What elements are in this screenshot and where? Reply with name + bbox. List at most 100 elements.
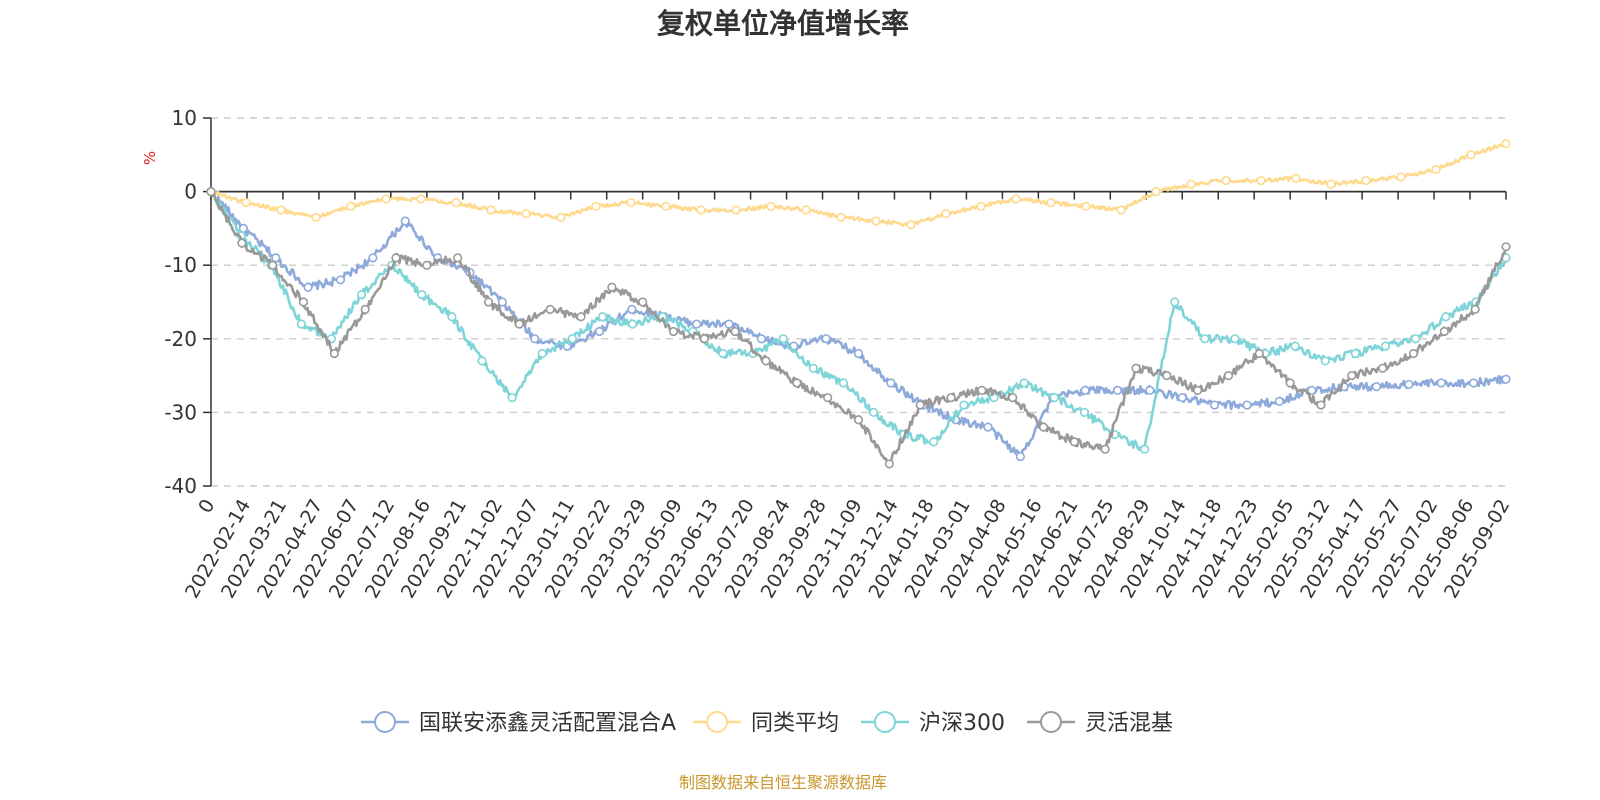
data-point bbox=[1411, 334, 1421, 344]
data-point bbox=[838, 378, 849, 388]
data-point bbox=[1221, 175, 1231, 186]
legend-label: 国联安添鑫灵活配置混合A bbox=[419, 711, 676, 736]
data-point bbox=[400, 216, 410, 226]
data-point bbox=[692, 319, 702, 329]
data-point bbox=[627, 304, 637, 314]
legend-label: 灵活混基 bbox=[1085, 711, 1173, 736]
data-point bbox=[761, 356, 771, 366]
y-axis-unit: % bbox=[141, 151, 159, 165]
data-point bbox=[556, 212, 566, 222]
data-point bbox=[1015, 451, 1025, 462]
data-point bbox=[477, 356, 487, 366]
data-point bbox=[1347, 371, 1357, 381]
legend-circle-icon bbox=[874, 711, 896, 733]
data-point bbox=[591, 201, 601, 211]
data-point bbox=[241, 198, 251, 208]
data-point bbox=[576, 312, 586, 322]
data-point bbox=[668, 326, 679, 337]
data-point bbox=[1011, 194, 1021, 204]
data-point bbox=[1439, 326, 1449, 337]
data-point bbox=[1404, 379, 1414, 390]
legend-circle-icon bbox=[374, 711, 396, 733]
data-point bbox=[268, 260, 278, 270]
data-point bbox=[1242, 400, 1252, 410]
data-point bbox=[1431, 164, 1441, 175]
data-point bbox=[1069, 437, 1079, 447]
series-2 bbox=[206, 187, 1511, 454]
data-point bbox=[530, 334, 540, 344]
data-point bbox=[628, 319, 638, 329]
data-point bbox=[1140, 444, 1150, 454]
legend-item-3[interactable]: 灵活混基 bbox=[1027, 711, 1173, 736]
series-layer bbox=[206, 139, 1511, 469]
data-point bbox=[1080, 385, 1090, 395]
legend-item-2[interactable]: 沪深300 bbox=[861, 711, 1005, 736]
data-point bbox=[451, 198, 461, 208]
data-point bbox=[1193, 385, 1203, 395]
y-tick-label: -10 bbox=[164, 253, 197, 277]
data-point bbox=[1371, 382, 1382, 392]
data-point bbox=[296, 319, 306, 329]
data-point bbox=[422, 260, 432, 270]
data-point bbox=[303, 282, 313, 292]
data-point bbox=[1145, 385, 1155, 395]
chart-title: 复权单位净值增长率 bbox=[657, 7, 909, 40]
data-point bbox=[497, 297, 507, 307]
data-point bbox=[1170, 297, 1180, 307]
data-point bbox=[1131, 363, 1141, 373]
y-tick-label: 0 bbox=[184, 180, 197, 204]
data-point bbox=[1285, 378, 1295, 388]
data-point bbox=[1038, 422, 1049, 432]
legend-label: 沪深300 bbox=[919, 711, 1005, 736]
data-point bbox=[661, 201, 671, 211]
data-point bbox=[311, 212, 321, 222]
data-point bbox=[821, 334, 831, 344]
data-point bbox=[1019, 378, 1029, 388]
data-point bbox=[756, 334, 766, 344]
y-tick-label: -30 bbox=[164, 400, 197, 424]
data-point bbox=[356, 290, 367, 300]
data-point bbox=[977, 385, 987, 395]
data-point bbox=[766, 201, 776, 211]
data-point bbox=[447, 312, 457, 322]
data-point bbox=[1307, 385, 1317, 395]
data-point bbox=[1441, 312, 1451, 322]
legend-label: 同类平均 bbox=[751, 711, 839, 736]
data-point bbox=[607, 282, 617, 292]
data-point bbox=[1501, 374, 1511, 384]
data-point bbox=[886, 378, 896, 388]
data-point bbox=[1436, 378, 1446, 388]
x-tick-label: 0 bbox=[194, 496, 219, 517]
data-point bbox=[778, 334, 788, 344]
data-point bbox=[360, 304, 370, 314]
data-point bbox=[1112, 385, 1123, 395]
data-point bbox=[1501, 242, 1511, 252]
data-point bbox=[206, 187, 216, 197]
data-point bbox=[486, 205, 496, 215]
data-source-note: 制图数据来自恒生聚源数据库 bbox=[679, 773, 887, 792]
data-point bbox=[638, 297, 648, 307]
data-point bbox=[1326, 179, 1336, 189]
data-point bbox=[416, 194, 426, 204]
legend-item-0[interactable]: 国联安添鑫灵活配置混合A bbox=[361, 711, 676, 736]
data-point bbox=[1470, 304, 1480, 314]
data-point bbox=[1186, 179, 1196, 189]
data-point bbox=[1230, 334, 1240, 344]
legend-item-1[interactable]: 同类平均 bbox=[693, 711, 839, 736]
data-point bbox=[730, 326, 740, 337]
data-point bbox=[271, 253, 281, 263]
data-point bbox=[537, 348, 547, 359]
data-point bbox=[801, 205, 811, 215]
data-point bbox=[626, 198, 636, 208]
legend[interactable]: 国联安添鑫灵活配置混合A 同类平均 沪深300 灵活混基 bbox=[361, 711, 1173, 736]
data-point bbox=[276, 205, 286, 215]
data-point bbox=[836, 212, 846, 222]
data-point bbox=[983, 422, 993, 432]
data-point bbox=[1151, 187, 1161, 197]
data-point bbox=[1116, 205, 1126, 215]
data-point bbox=[1320, 356, 1330, 366]
data-point bbox=[853, 415, 864, 425]
data-point bbox=[1223, 371, 1234, 381]
y-tick-label: -20 bbox=[164, 327, 197, 351]
data-point bbox=[597, 312, 608, 322]
